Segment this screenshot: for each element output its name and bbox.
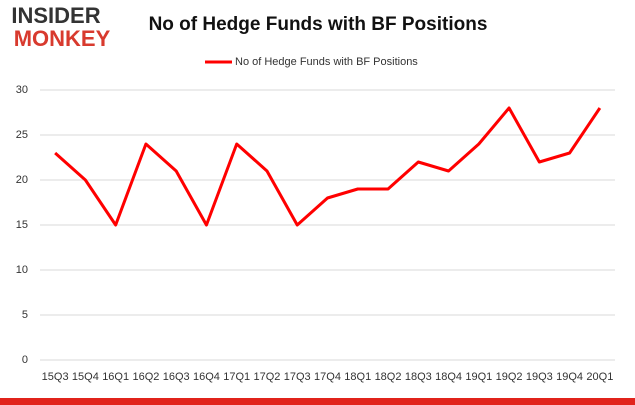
x-tick-label: 17Q2 — [254, 371, 281, 383]
x-tick-label: 16Q2 — [132, 371, 159, 383]
x-tick-label: 18Q3 — [405, 371, 432, 383]
chart-title: No of Hedge Funds with BF Positions — [149, 14, 488, 35]
x-tick-label: 20Q1 — [586, 371, 613, 383]
logo-top: INSIDER — [11, 3, 100, 28]
x-tick-label: 15Q3 — [42, 371, 69, 383]
x-tick-label: 19Q3 — [526, 371, 553, 383]
x-tick-label: 19Q2 — [496, 371, 523, 383]
y-tick-label: 5 — [22, 309, 28, 321]
y-tick-label: 0 — [22, 354, 28, 366]
y-tick-label: 10 — [16, 264, 28, 276]
x-tick-label: 16Q3 — [163, 371, 190, 383]
logo-bottom: MONKEY — [14, 26, 111, 51]
y-tick-label: 20 — [16, 174, 28, 186]
x-tick-label: 18Q2 — [375, 371, 402, 383]
x-tick-label: 19Q1 — [465, 371, 492, 383]
x-tick-label: 16Q4 — [193, 371, 220, 383]
x-tick-label: 18Q4 — [435, 371, 462, 383]
x-tick-label: 18Q1 — [344, 371, 371, 383]
x-tick-label: 17Q3 — [284, 371, 311, 383]
y-tick-label: 30 — [16, 84, 28, 96]
x-tick-label: 19Q4 — [556, 371, 583, 383]
line-series — [54, 106, 602, 227]
x-tick-label: 16Q1 — [102, 371, 129, 383]
x-tick-label: 17Q4 — [314, 371, 341, 383]
footer-bar — [0, 398, 635, 405]
y-tick-label: 25 — [16, 129, 28, 141]
x-tick-label: 17Q1 — [223, 371, 250, 383]
x-tick-label: 15Q4 — [72, 371, 99, 383]
y-tick-label: 15 — [16, 219, 28, 231]
legend-label: No of Hedge Funds with BF Positions — [235, 56, 418, 68]
